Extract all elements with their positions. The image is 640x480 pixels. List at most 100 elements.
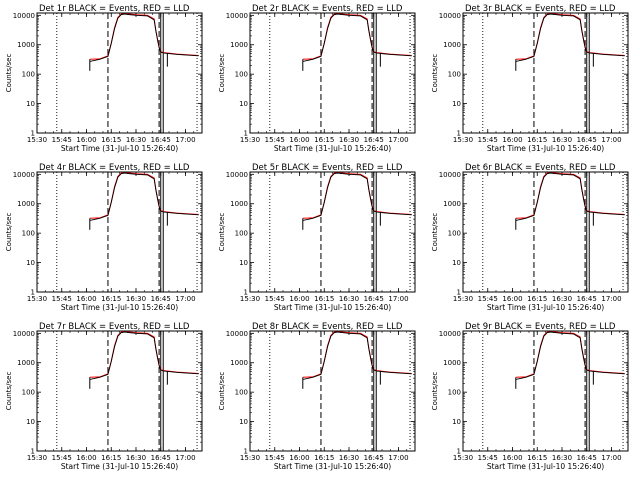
lld-series-line	[515, 172, 625, 219]
y-tick-label: 10000	[13, 171, 35, 179]
x-axis-label: Start Time (31-Jul-10 15:26:40)	[61, 144, 178, 153]
y-tick-label: 100	[235, 230, 248, 238]
y-tick-label: 100	[22, 389, 35, 397]
y-tick-label: 1000	[230, 41, 248, 49]
x-tick-label: 17:00	[175, 136, 195, 144]
panel-title: Det 1r BLACK = Events, RED = LLD	[39, 4, 190, 14]
x-tick-label: 16:00	[76, 295, 96, 303]
y-tick-label: 100	[235, 389, 248, 397]
x-tick-label: 16:45	[151, 136, 171, 144]
x-tick-label: 16:45	[364, 295, 384, 303]
x-axis-label: Start Time (31-Jul-10 15:26:40)	[61, 462, 178, 471]
lld-series-line	[89, 13, 199, 60]
y-tick-label: 1	[244, 130, 248, 138]
y-tick-label: 1000	[17, 359, 35, 367]
x-tick-label: 15:45	[52, 454, 72, 462]
y-axis-label: Counts/sec	[5, 372, 13, 411]
plot-area	[269, 331, 412, 451]
x-tick-label: 15:30	[27, 454, 47, 462]
x-tick-label: 15:45	[265, 454, 285, 462]
x-tick-label: 16:30	[126, 295, 146, 303]
lld-series-line	[302, 172, 412, 219]
x-tick-label: 15:30	[453, 136, 473, 144]
y-tick-label: 10000	[439, 12, 461, 20]
plot-frame	[249, 171, 416, 293]
x-tick-label: 15:45	[478, 454, 498, 462]
plot-area	[482, 331, 625, 451]
panel-det-7: Det 7r BLACK = Events, RED = LLD 1 10 100 10…	[5, 322, 203, 471]
y-tick-label: 10	[452, 418, 461, 426]
plot-area	[482, 13, 625, 133]
plot-frame	[249, 12, 416, 134]
plot-area	[56, 172, 199, 292]
y-tick-label: 1000	[230, 200, 248, 208]
y-tick-label: 10000	[226, 12, 248, 20]
plot-area	[269, 13, 412, 133]
y-tick-label: 10000	[13, 330, 35, 338]
x-tick-label: 16:45	[151, 295, 171, 303]
lld-series-line	[302, 331, 412, 378]
x-tick-label: 16:15	[101, 136, 121, 144]
y-tick-label: 100	[448, 389, 461, 397]
x-tick-label: 16:45	[364, 136, 384, 144]
panel-det-4: Det 4r BLACK = Events, RED = LLD 1 10 100 10…	[5, 163, 203, 312]
x-tick-label: 16:00	[502, 454, 522, 462]
x-tick-label: 15:45	[478, 295, 498, 303]
x-tick-label: 16:15	[314, 454, 334, 462]
x-tick-label: 16:15	[101, 454, 121, 462]
x-tick-label: 16:30	[339, 295, 359, 303]
y-tick-label: 10	[239, 259, 248, 267]
y-tick-label: 100	[448, 71, 461, 79]
y-axis-label: Counts/sec	[218, 54, 226, 93]
x-tick-label: 16:30	[552, 454, 572, 462]
x-tick-label: 16:15	[527, 295, 547, 303]
events-series-line	[89, 13, 199, 62]
x-tick-label: 16:00	[502, 136, 522, 144]
plot-frame	[462, 330, 629, 452]
events-series-line	[302, 13, 412, 62]
x-tick-label: 16:15	[527, 454, 547, 462]
events-series-line	[515, 331, 625, 380]
plot-frame	[462, 171, 629, 293]
plot-area	[56, 331, 199, 451]
panel-title: Det 3r BLACK = Events, RED = LLD	[465, 4, 616, 14]
panel-det-1: Det 1r BLACK = Events, RED = LLD 1 10 100 10…	[5, 4, 203, 153]
lld-series-line	[89, 331, 199, 378]
x-tick-label: 16:00	[289, 454, 309, 462]
y-tick-label: 10	[26, 259, 35, 267]
x-tick-label: 16:00	[502, 295, 522, 303]
x-axis-label: Start Time (31-Jul-10 15:26:40)	[487, 462, 604, 471]
y-tick-label: 100	[448, 230, 461, 238]
x-tick-label: 16:30	[339, 136, 359, 144]
x-tick-label: 15:30	[27, 136, 47, 144]
y-tick-label: 10	[26, 100, 35, 108]
x-tick-label: 16:30	[552, 295, 572, 303]
x-tick-label: 15:45	[52, 295, 72, 303]
events-series-line	[89, 172, 199, 221]
panel-title: Det 7r BLACK = Events, RED = LLD	[39, 322, 190, 332]
x-tick-label: 15:45	[478, 136, 498, 144]
x-tick-label: 16:45	[364, 454, 384, 462]
events-series-line	[515, 172, 625, 221]
events-series-line	[302, 331, 412, 380]
y-tick-label: 10000	[226, 330, 248, 338]
x-axis-label: Start Time (31-Jul-10 15:26:40)	[274, 144, 391, 153]
x-tick-label: 15:30	[240, 454, 260, 462]
panel-det-8: Det 8r BLACK = Events, RED = LLD 1 10 100 10…	[218, 322, 416, 471]
x-tick-label: 15:45	[265, 136, 285, 144]
plot-frame	[36, 171, 203, 293]
x-tick-label: 16:45	[577, 295, 597, 303]
x-tick-label: 16:00	[289, 136, 309, 144]
plot-area	[482, 172, 625, 292]
panel-title: Det 4r BLACK = Events, RED = LLD	[39, 163, 190, 173]
x-tick-label: 17:00	[601, 295, 621, 303]
x-tick-label: 16:30	[126, 136, 146, 144]
y-tick-label: 1000	[230, 359, 248, 367]
panel-title: Det 2r BLACK = Events, RED = LLD	[252, 4, 403, 14]
lld-series-line	[302, 13, 412, 60]
panel-title: Det 9r BLACK = Events, RED = LLD	[465, 322, 616, 332]
y-tick-label: 1	[31, 289, 35, 297]
x-tick-label: 17:00	[601, 136, 621, 144]
x-tick-label: 16:45	[577, 136, 597, 144]
